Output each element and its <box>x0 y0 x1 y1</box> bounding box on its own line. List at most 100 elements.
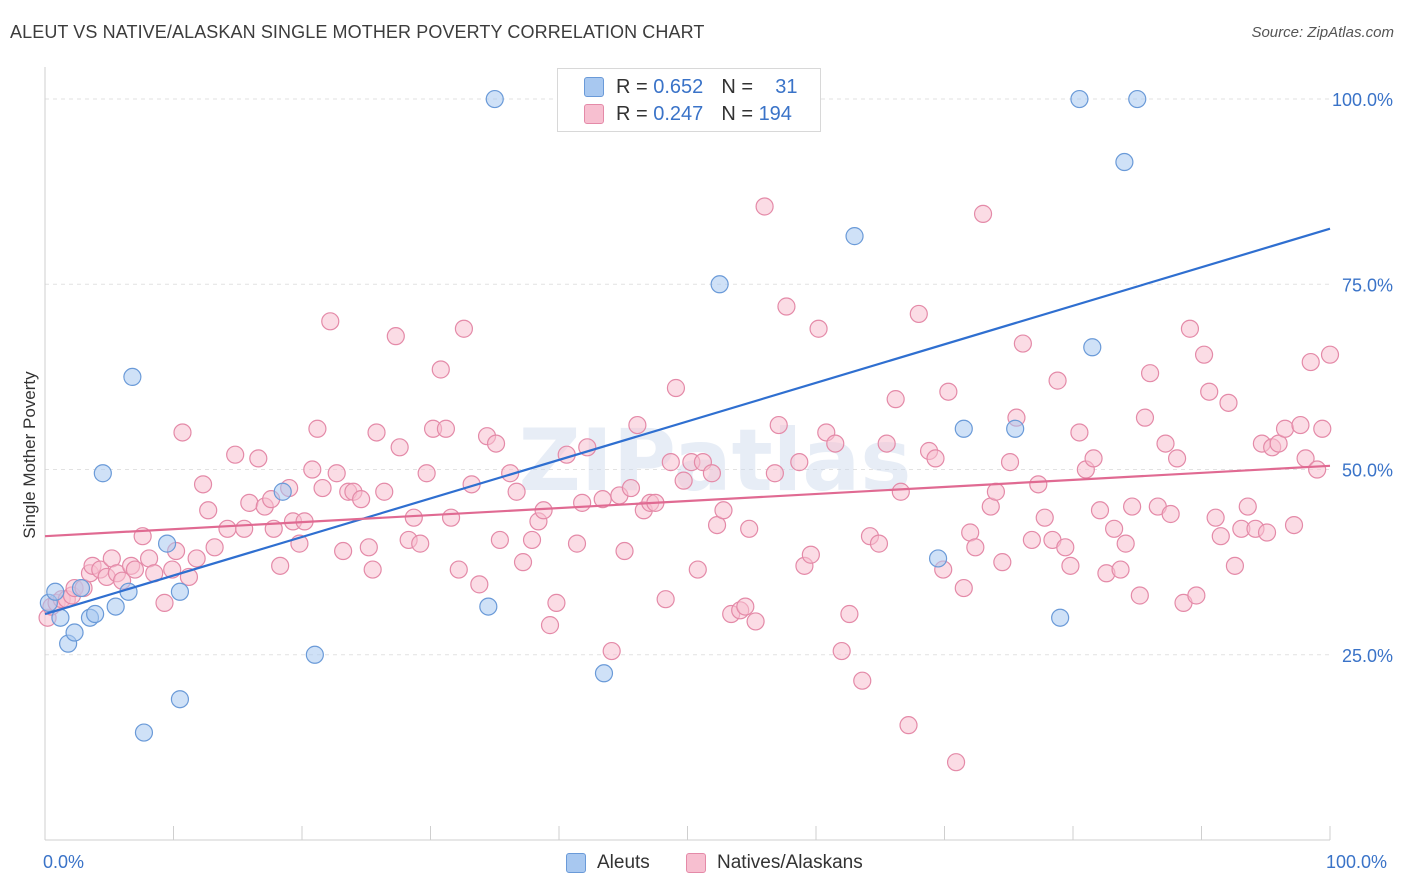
natives-point <box>431 360 450 379</box>
aleuts-point <box>1083 338 1102 357</box>
natives-point <box>832 641 851 661</box>
grid-lines <box>45 98 1330 656</box>
natives-point <box>386 327 405 346</box>
aleuts-point <box>93 464 112 483</box>
natives-point <box>507 482 526 501</box>
natives-point <box>765 464 784 483</box>
natives-point <box>1200 382 1219 401</box>
natives-point <box>891 482 910 501</box>
natives-point <box>321 312 340 331</box>
natives-point <box>218 519 237 538</box>
natives-point <box>363 560 382 579</box>
series-label: Aleuts <box>597 852 650 873</box>
natives-point <box>1161 504 1180 524</box>
natives-point <box>1187 586 1206 605</box>
natives-point <box>1140 364 1160 383</box>
natives-point <box>946 753 966 772</box>
series-legend-aleuts: Aleuts <box>566 852 650 874</box>
aleuts-point <box>1070 89 1089 109</box>
series-legend-natives: Natives/Alaskans <box>686 852 863 874</box>
natives-point <box>1180 319 1200 338</box>
natives-point <box>1156 434 1175 453</box>
natives-point <box>840 604 859 624</box>
natives-point <box>1035 508 1054 527</box>
legend-n-value: 31 <box>775 75 798 98</box>
x-tick-min: 0.0% <box>43 852 85 872</box>
natives-point <box>993 553 1012 572</box>
legend-n-label: N = <box>721 75 753 98</box>
natives-point <box>769 415 788 435</box>
natives-point <box>714 501 733 520</box>
y-tick-label: 50.0% <box>1342 461 1393 481</box>
natives-point <box>939 382 958 401</box>
natives-point <box>1056 538 1075 557</box>
natives-point <box>790 453 809 472</box>
natives-point <box>1116 534 1135 553</box>
series-label: Natives/Alaskans <box>717 852 863 873</box>
aleuts-point <box>845 227 864 246</box>
natives-point <box>1090 501 1110 520</box>
natives-point <box>436 419 456 438</box>
natives-point <box>1211 527 1230 546</box>
natives-point <box>226 445 245 464</box>
aleuts-point <box>479 597 498 616</box>
natives-point <box>926 449 945 468</box>
natives-point <box>755 197 774 216</box>
legend-r-label: R = <box>616 102 648 125</box>
legend-r-label: R = <box>616 75 648 98</box>
legend-r-value: 0.652 <box>653 75 704 98</box>
natives-point <box>125 560 145 579</box>
aleuts-point <box>157 534 177 553</box>
y-tick-labels: 25.0% 50.0% 75.0% 100.0% <box>1332 90 1393 666</box>
natives-point <box>1206 508 1225 527</box>
aleuts-point <box>134 723 154 742</box>
natives-point <box>1284 515 1304 535</box>
natives-point <box>615 541 634 561</box>
natives-point <box>155 593 174 612</box>
natives-point <box>877 434 896 453</box>
legend-r-value: 0.247 <box>653 102 704 125</box>
natives-point <box>327 464 346 483</box>
natives-points <box>38 197 1340 772</box>
legend-n-label: N = <box>721 102 753 125</box>
series-swatch-aleuts <box>566 853 586 873</box>
natives-point <box>313 478 332 498</box>
aleuts-point <box>65 623 84 642</box>
aleuts-point <box>954 419 973 438</box>
natives-point <box>602 641 621 661</box>
aleuts-point <box>273 482 292 501</box>
natives-point <box>375 482 394 501</box>
legend-n-value: 194 <box>758 102 792 125</box>
natives-point <box>513 553 533 572</box>
natives-point <box>899 716 918 735</box>
natives-point <box>1291 415 1310 435</box>
natives-point <box>1061 556 1080 575</box>
aleuts-points <box>39 89 1147 742</box>
natives-point <box>1225 556 1245 575</box>
chart-title: ALEUT VS NATIVE/ALASKAN SINGLE MOTHER PO… <box>10 22 705 42</box>
natives-point <box>621 478 641 498</box>
y-tick-label: 75.0% <box>1342 275 1393 295</box>
natives-point <box>954 578 973 598</box>
natives-point <box>1000 453 1020 472</box>
aleuts-point <box>1051 608 1070 627</box>
natives-point <box>1275 419 1295 438</box>
natives-point <box>367 423 386 442</box>
natives-point <box>404 508 423 527</box>
natives-point <box>628 415 647 435</box>
natives-point <box>417 464 436 483</box>
natives-point <box>1308 460 1327 479</box>
natives-point <box>1135 408 1155 427</box>
natives-point <box>303 460 322 479</box>
natives-trend-line <box>44 464 1331 538</box>
natives-point <box>334 541 353 561</box>
natives-point <box>1257 523 1277 542</box>
aleuts-trend-line <box>44 227 1331 616</box>
source-label: Source: ZipAtlas.com <box>1251 24 1394 41</box>
natives-point <box>235 519 254 538</box>
natives-point <box>1130 586 1149 605</box>
natives-point <box>199 501 218 520</box>
aleuts-point <box>106 597 125 616</box>
series-legend: Aleuts Natives/Alaskans <box>0 852 1406 878</box>
natives-point <box>966 538 985 557</box>
